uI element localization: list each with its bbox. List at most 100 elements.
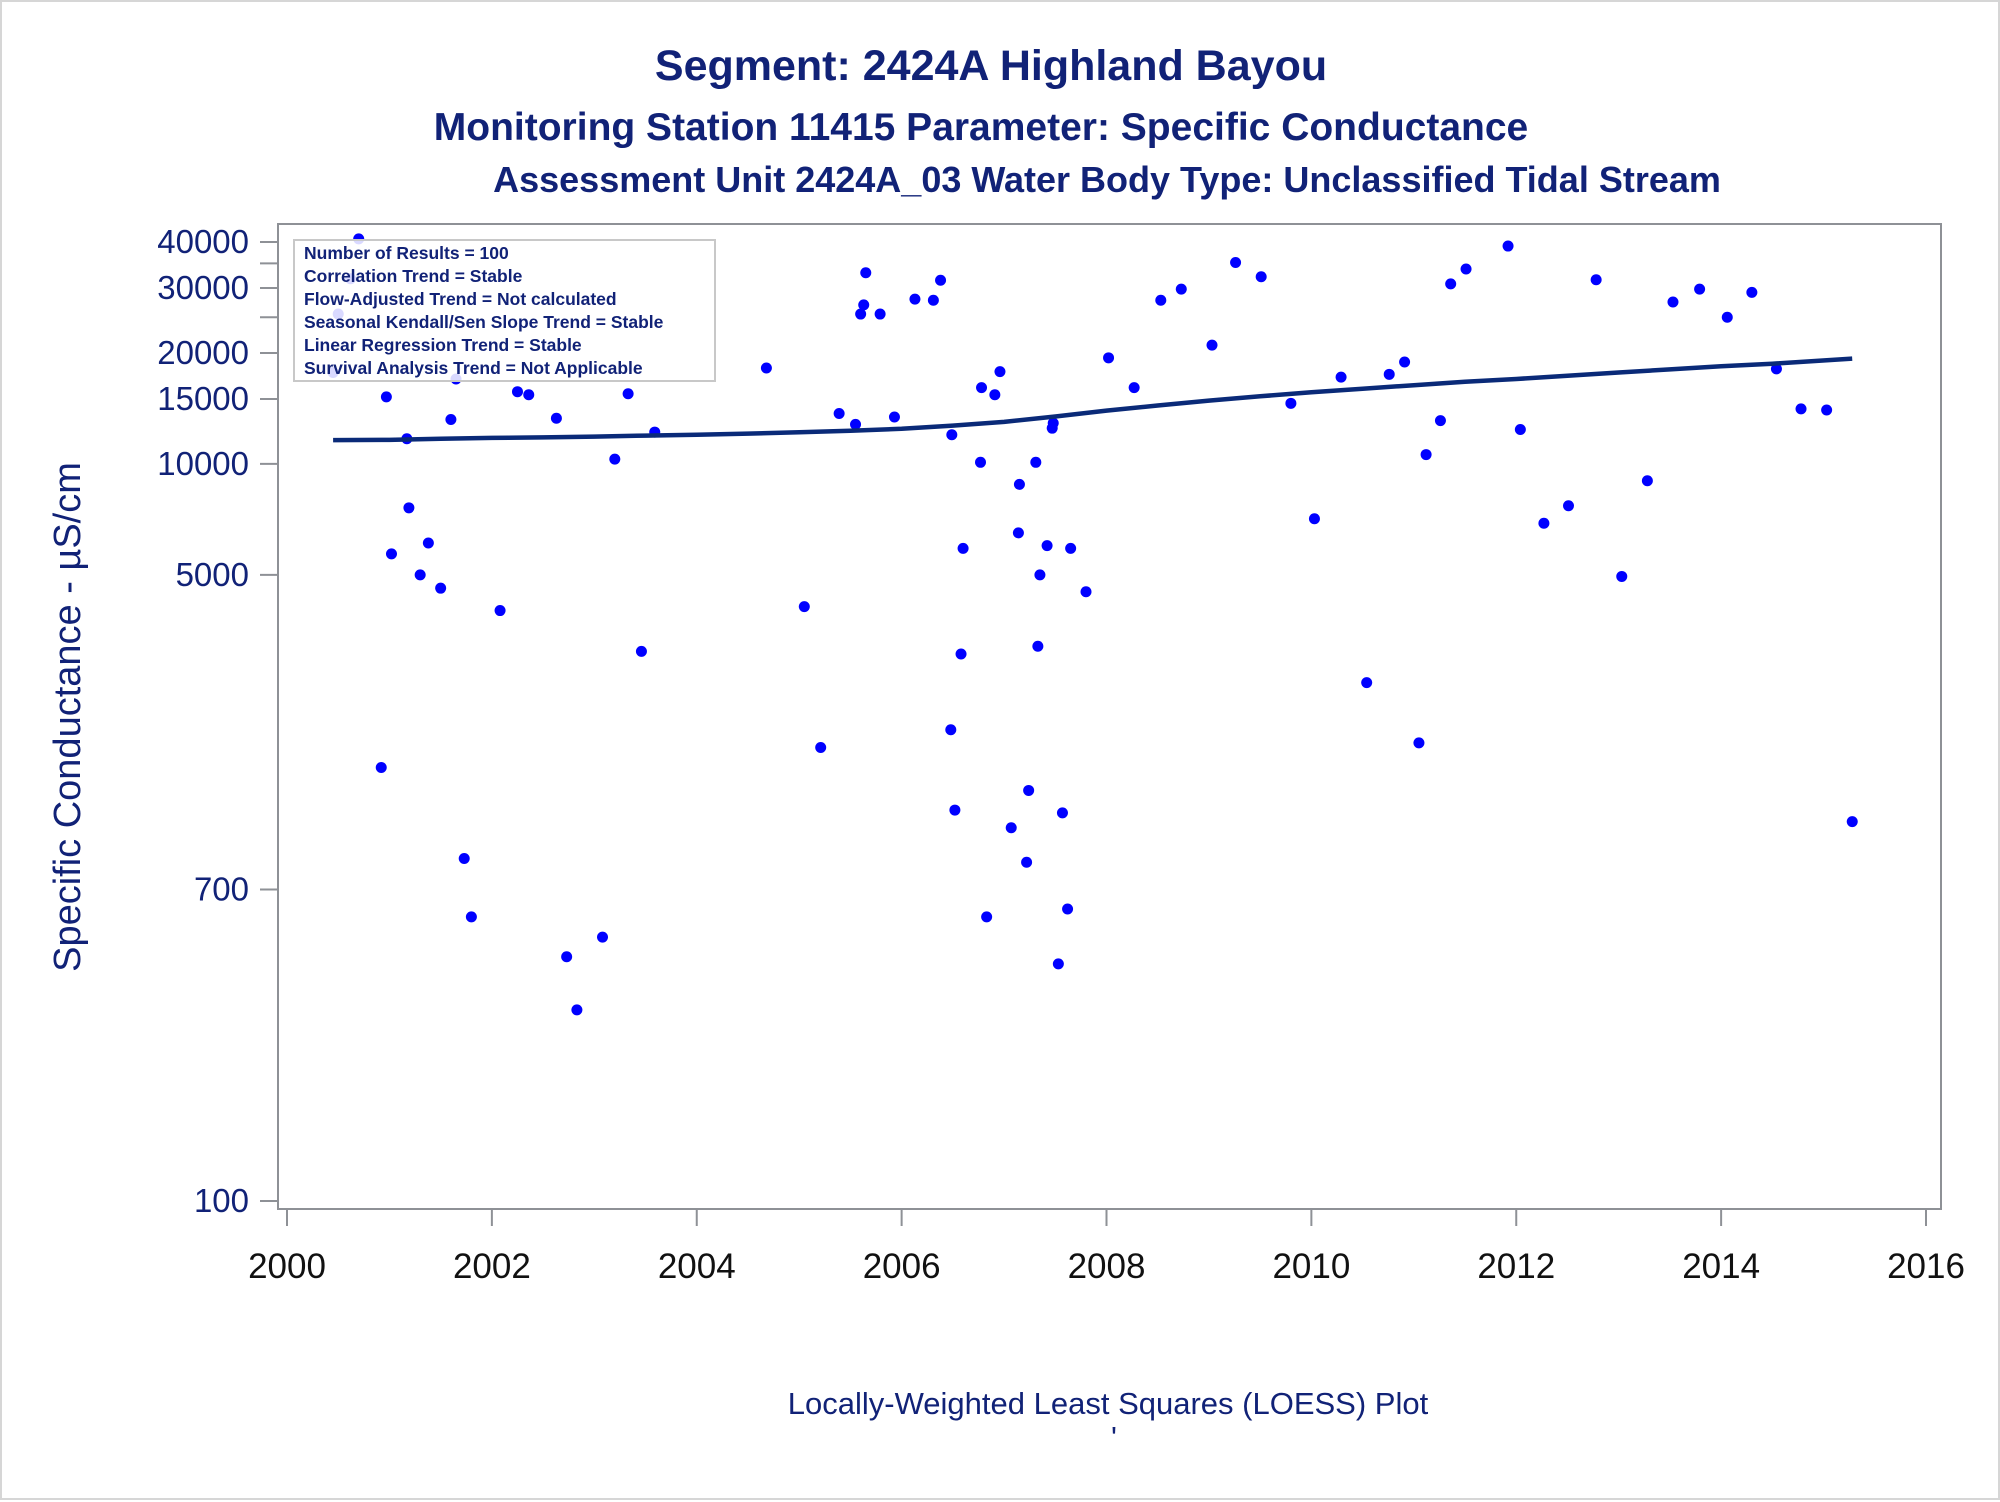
data-point	[1034, 569, 1046, 581]
data-point	[957, 542, 969, 554]
chart-title: Segment: 2424A Highland Bayou	[655, 42, 1327, 90]
data-point	[860, 267, 872, 279]
x-tick-label: 2016	[1887, 1247, 1965, 1286]
x-tick-label: 2004	[658, 1247, 736, 1286]
data-point	[414, 569, 426, 581]
data-point	[635, 645, 647, 657]
x-tick-label: 2002	[453, 1247, 531, 1286]
data-point	[927, 294, 939, 306]
data-point	[1590, 274, 1602, 286]
data-point	[1502, 240, 1514, 252]
data-point	[945, 724, 957, 736]
data-point	[1746, 286, 1758, 298]
x-tick-label: 2008	[1068, 1247, 1146, 1286]
data-point	[1460, 263, 1472, 275]
data-point	[1667, 296, 1679, 308]
data-point	[1005, 822, 1017, 834]
data-point	[1361, 677, 1373, 689]
data-point	[380, 391, 392, 403]
data-point	[465, 911, 477, 923]
data-point	[1434, 415, 1446, 427]
data-point	[989, 389, 1001, 401]
data-point	[1721, 311, 1733, 323]
x-tick-label: 2010	[1272, 1247, 1350, 1286]
data-point	[1445, 278, 1457, 290]
data-point	[523, 389, 535, 401]
data-point	[946, 429, 958, 441]
data-point	[1047, 417, 1059, 429]
data-point	[1285, 397, 1297, 409]
data-point	[494, 605, 506, 617]
data-point	[1023, 784, 1035, 796]
data-point	[994, 366, 1006, 378]
x-axis: 2000 2002 2004 2006 2008 2010 2012 2014 2016	[248, 1209, 1965, 1286]
y-tick-label: 5000	[176, 556, 249, 593]
data-point	[949, 804, 961, 816]
data-point	[935, 274, 947, 286]
y-tick-label: 700	[194, 871, 249, 908]
legend-line-seasonal-kendall: Seasonal Kendall/Sen Slope Trend = Stabl…	[304, 312, 664, 332]
data-point	[1846, 816, 1858, 828]
data-point	[458, 852, 470, 864]
legend-box: Number of Results = 100 Correlation Tren…	[293, 239, 716, 382]
data-point	[1206, 339, 1218, 351]
data-point	[445, 413, 457, 425]
y-tick-label: 40000	[157, 223, 249, 260]
legend-line-linear-regression: Linear Regression Trend = Stable	[304, 335, 582, 355]
data-point	[1030, 456, 1042, 468]
y-axis-label: Specific Conductance - µS/cm	[47, 462, 89, 972]
data-point	[1032, 640, 1044, 652]
y-axis: 100 700 5000 10000 15000 20000 30000 40000	[157, 223, 278, 1219]
data-point	[1770, 363, 1782, 375]
chart-subtitle: Monitoring Station 11415 Parameter: Spec…	[434, 106, 1528, 149]
data-point	[1065, 542, 1077, 554]
data-point	[1413, 737, 1425, 749]
data-point	[888, 411, 900, 423]
data-point	[1821, 404, 1833, 416]
data-point	[561, 951, 573, 963]
data-point	[1062, 903, 1074, 915]
data-point	[1013, 478, 1025, 490]
data-point	[1128, 382, 1140, 394]
chart-subtitle-2: Assessment Unit 2424A_03 Water Body Type…	[493, 159, 1721, 200]
data-point	[1080, 586, 1092, 598]
data-point	[550, 412, 562, 424]
data-point	[833, 408, 845, 420]
data-point	[435, 582, 447, 594]
data-point	[1230, 256, 1242, 268]
data-point	[1641, 475, 1653, 487]
data-point	[815, 742, 827, 754]
data-point	[798, 601, 810, 613]
data-point	[1021, 856, 1033, 868]
loess-trend-line	[333, 356, 1853, 443]
data-point	[403, 502, 415, 514]
legend-line-correlation: Correlation Trend = Stable	[304, 266, 523, 286]
x-tick-label: 2012	[1477, 1247, 1555, 1286]
y-tick-label: 20000	[157, 334, 249, 371]
y-tick-label: 15000	[157, 380, 249, 417]
x-tick-label: 2006	[863, 1247, 941, 1286]
plot-area	[277, 223, 1942, 1210]
data-point	[760, 362, 772, 374]
data-point	[1399, 356, 1411, 368]
x-tick-label: 2000	[248, 1247, 326, 1286]
legend-background	[293, 239, 716, 382]
data-point	[1514, 423, 1526, 435]
data-point	[375, 762, 387, 774]
data-point	[511, 386, 523, 398]
data-point	[1155, 294, 1167, 306]
data-point	[597, 931, 609, 943]
data-point	[422, 537, 434, 549]
data-point	[1795, 403, 1807, 415]
data-point	[909, 293, 921, 305]
data-point	[1175, 283, 1187, 295]
footnote-mark: '	[1111, 1420, 1117, 1455]
y-tick-label: 100	[194, 1182, 249, 1219]
data-point	[850, 418, 862, 430]
data-point	[1562, 500, 1574, 512]
legend-line-results: Number of Results = 100	[304, 243, 509, 263]
data-point	[1616, 570, 1628, 582]
data-point	[976, 382, 988, 394]
